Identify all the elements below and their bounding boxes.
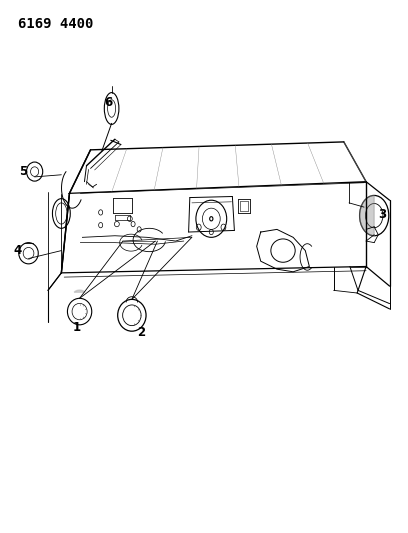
- Text: 1: 1: [72, 321, 80, 334]
- Text: 6169 4400: 6169 4400: [18, 17, 93, 31]
- Text: 6: 6: [104, 95, 113, 109]
- Polygon shape: [74, 290, 85, 292]
- Text: 5: 5: [20, 165, 28, 177]
- Text: 4: 4: [13, 244, 22, 257]
- Text: 2: 2: [137, 326, 145, 340]
- Polygon shape: [359, 196, 374, 236]
- Text: 3: 3: [378, 208, 386, 221]
